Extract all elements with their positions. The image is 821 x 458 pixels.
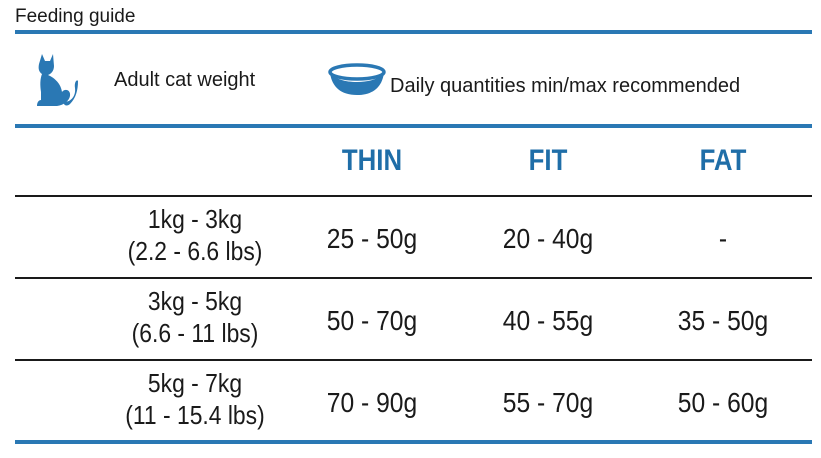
bottom-divider [15,440,812,444]
weight-kg: 1kg - 3kg [147,204,243,234]
weight-column-label: Adult cat weight [114,69,256,91]
food-bowl-icon [328,63,386,95]
top-divider [15,30,812,34]
row-divider [15,359,812,361]
fat-quantity: - [718,223,728,254]
weight-lbs: (11 - 15.4 lbs) [125,400,265,430]
fat-quantity: 35 - 50g [677,305,769,336]
weight-lbs: (2.2 - 6.6 lbs) [127,236,263,266]
weight-kg: 3kg - 5kg [147,286,243,316]
fit-quantity: 55 - 70g [502,387,594,418]
fit-quantity: 20 - 40g [502,223,594,254]
cat-icon [37,54,78,106]
fit-quantity: 40 - 55g [502,305,594,336]
quantity-column-label: Daily quantities min/max recommended [390,75,741,97]
weight-cell: 3kg - 5kg (6.6 - 11 lbs) [111,285,278,349]
column-header-fit: FIT [528,144,568,177]
thin-quantity: 25 - 50g [326,223,418,254]
column-header-fat: FAT [699,144,747,177]
page-title: Feeding guide [15,6,136,27]
weight-cell: 1kg - 3kg (2.2 - 6.6 lbs) [111,203,278,267]
thin-quantity: 50 - 70g [326,305,418,336]
weight-cell: 5kg - 7kg (11 - 15.4 lbs) [111,367,278,431]
thin-quantity: 70 - 90g [326,387,418,418]
row-divider [15,195,812,197]
column-header-thin: THIN [341,144,403,177]
fat-quantity: 50 - 60g [677,387,769,418]
row-divider [15,277,812,279]
weight-lbs: (6.6 - 11 lbs) [131,318,259,348]
header-divider [15,124,812,128]
weight-kg: 5kg - 7kg [147,368,243,398]
